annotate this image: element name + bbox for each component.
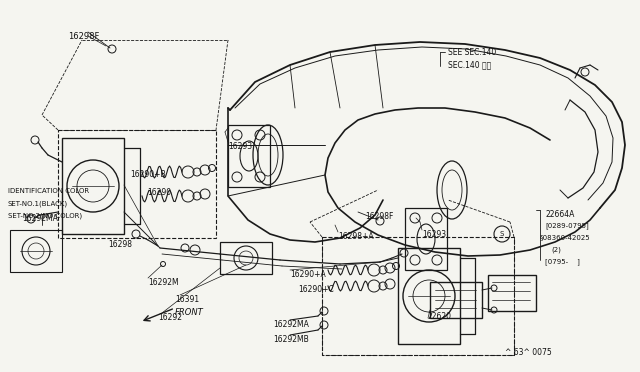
Text: 16293: 16293 (228, 142, 252, 151)
Text: ^ 63^ 0075: ^ 63^ 0075 (505, 348, 552, 357)
Text: IDENTIFICATION COLOR: IDENTIFICATION COLOR (8, 188, 89, 194)
Bar (10, 230, 62, 272)
Bar (220, 242, 272, 274)
Text: [0795-    ]: [0795- ] (545, 258, 580, 265)
Text: SET-NO.1(BLACK): SET-NO.1(BLACK) (8, 200, 68, 206)
Bar (398, 248, 460, 344)
Text: 16391: 16391 (175, 295, 199, 304)
Bar (62, 138, 124, 234)
Text: 22664A: 22664A (545, 210, 574, 219)
Text: (2): (2) (551, 246, 561, 253)
Text: 16292M: 16292M (148, 278, 179, 287)
Text: S: S (500, 231, 504, 237)
Text: 22620: 22620 (428, 312, 452, 321)
Text: 16292MA: 16292MA (273, 320, 309, 329)
Text: SET-NO.2(NO COLOR): SET-NO.2(NO COLOR) (8, 212, 82, 218)
Bar (228, 125, 270, 187)
Bar (322, 237, 514, 355)
Bar (488, 275, 536, 311)
Text: [0289-0795]: [0289-0795] (545, 222, 589, 229)
Bar (405, 208, 447, 270)
Text: 16292MA: 16292MA (22, 214, 58, 223)
Text: 16298+A: 16298+A (338, 232, 374, 241)
Bar (430, 282, 482, 318)
Text: 16290+B: 16290+B (130, 170, 166, 179)
Text: 16292MB: 16292MB (273, 335, 308, 344)
Text: 16298F: 16298F (68, 32, 99, 41)
Text: 16298F: 16298F (365, 212, 394, 221)
Text: 16292: 16292 (158, 313, 182, 322)
Text: SEE SEC.140: SEE SEC.140 (448, 48, 496, 57)
Text: 16290+A: 16290+A (290, 270, 326, 279)
Text: SEC.140 参照: SEC.140 参照 (448, 60, 492, 69)
Bar (58, 130, 216, 238)
Text: 16293: 16293 (422, 230, 446, 239)
Text: FRONT: FRONT (175, 308, 204, 317)
Text: 16290: 16290 (147, 188, 171, 197)
Text: 16290+C: 16290+C (298, 285, 333, 294)
Text: 16298: 16298 (108, 240, 132, 249)
Text: §08360-42025: §08360-42025 (540, 234, 591, 240)
